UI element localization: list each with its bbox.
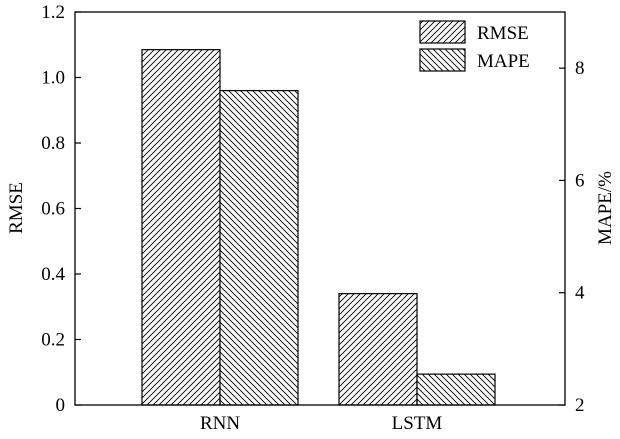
legend-swatch-mape: [419, 48, 466, 72]
bar-rmse-rnn: [141, 49, 221, 406]
left-tick-label: 0.8: [41, 133, 65, 154]
y-axis-label-left: RMSE: [6, 182, 27, 234]
legend-swatch-rmse: [419, 20, 466, 44]
x-axis-ticks: RNN LSTM: [200, 399, 442, 434]
left-tick-label: 0.4: [41, 264, 65, 285]
right-tick-label: 4: [575, 283, 585, 304]
legend-label-mape: MAPE: [477, 51, 530, 72]
right-axis-ticks: 2 4 6 8: [559, 58, 585, 416]
bar-mape-lstm: [416, 373, 496, 406]
legend: RMSE MAPE: [419, 20, 530, 72]
right-tick-label: 8: [575, 58, 585, 79]
left-tick-label: 0.2: [41, 330, 65, 351]
legend-label-rmse: RMSE: [477, 23, 529, 44]
left-tick-label: 0: [56, 395, 66, 416]
y-axis-label-right: MAPE/%: [595, 171, 616, 245]
plot-frame: [74, 11, 566, 406]
right-tick-label: 6: [575, 170, 585, 191]
left-axis-ticks: 0 0.2 0.4 0.6 0.8 1.0 1.2: [41, 2, 81, 416]
bars-group: [141, 49, 496, 406]
left-tick-label: 0.6: [41, 199, 65, 220]
bar-rmse-lstm: [338, 293, 418, 406]
left-tick-label: 1.0: [41, 68, 65, 89]
right-tick-label: 2: [575, 395, 585, 416]
bar-mape-rnn: [219, 89, 299, 406]
x-tick-label-rnn: RNN: [200, 413, 240, 434]
left-tick-label: 1.2: [41, 2, 65, 23]
x-tick-label-lstm: LSTM: [392, 413, 443, 434]
